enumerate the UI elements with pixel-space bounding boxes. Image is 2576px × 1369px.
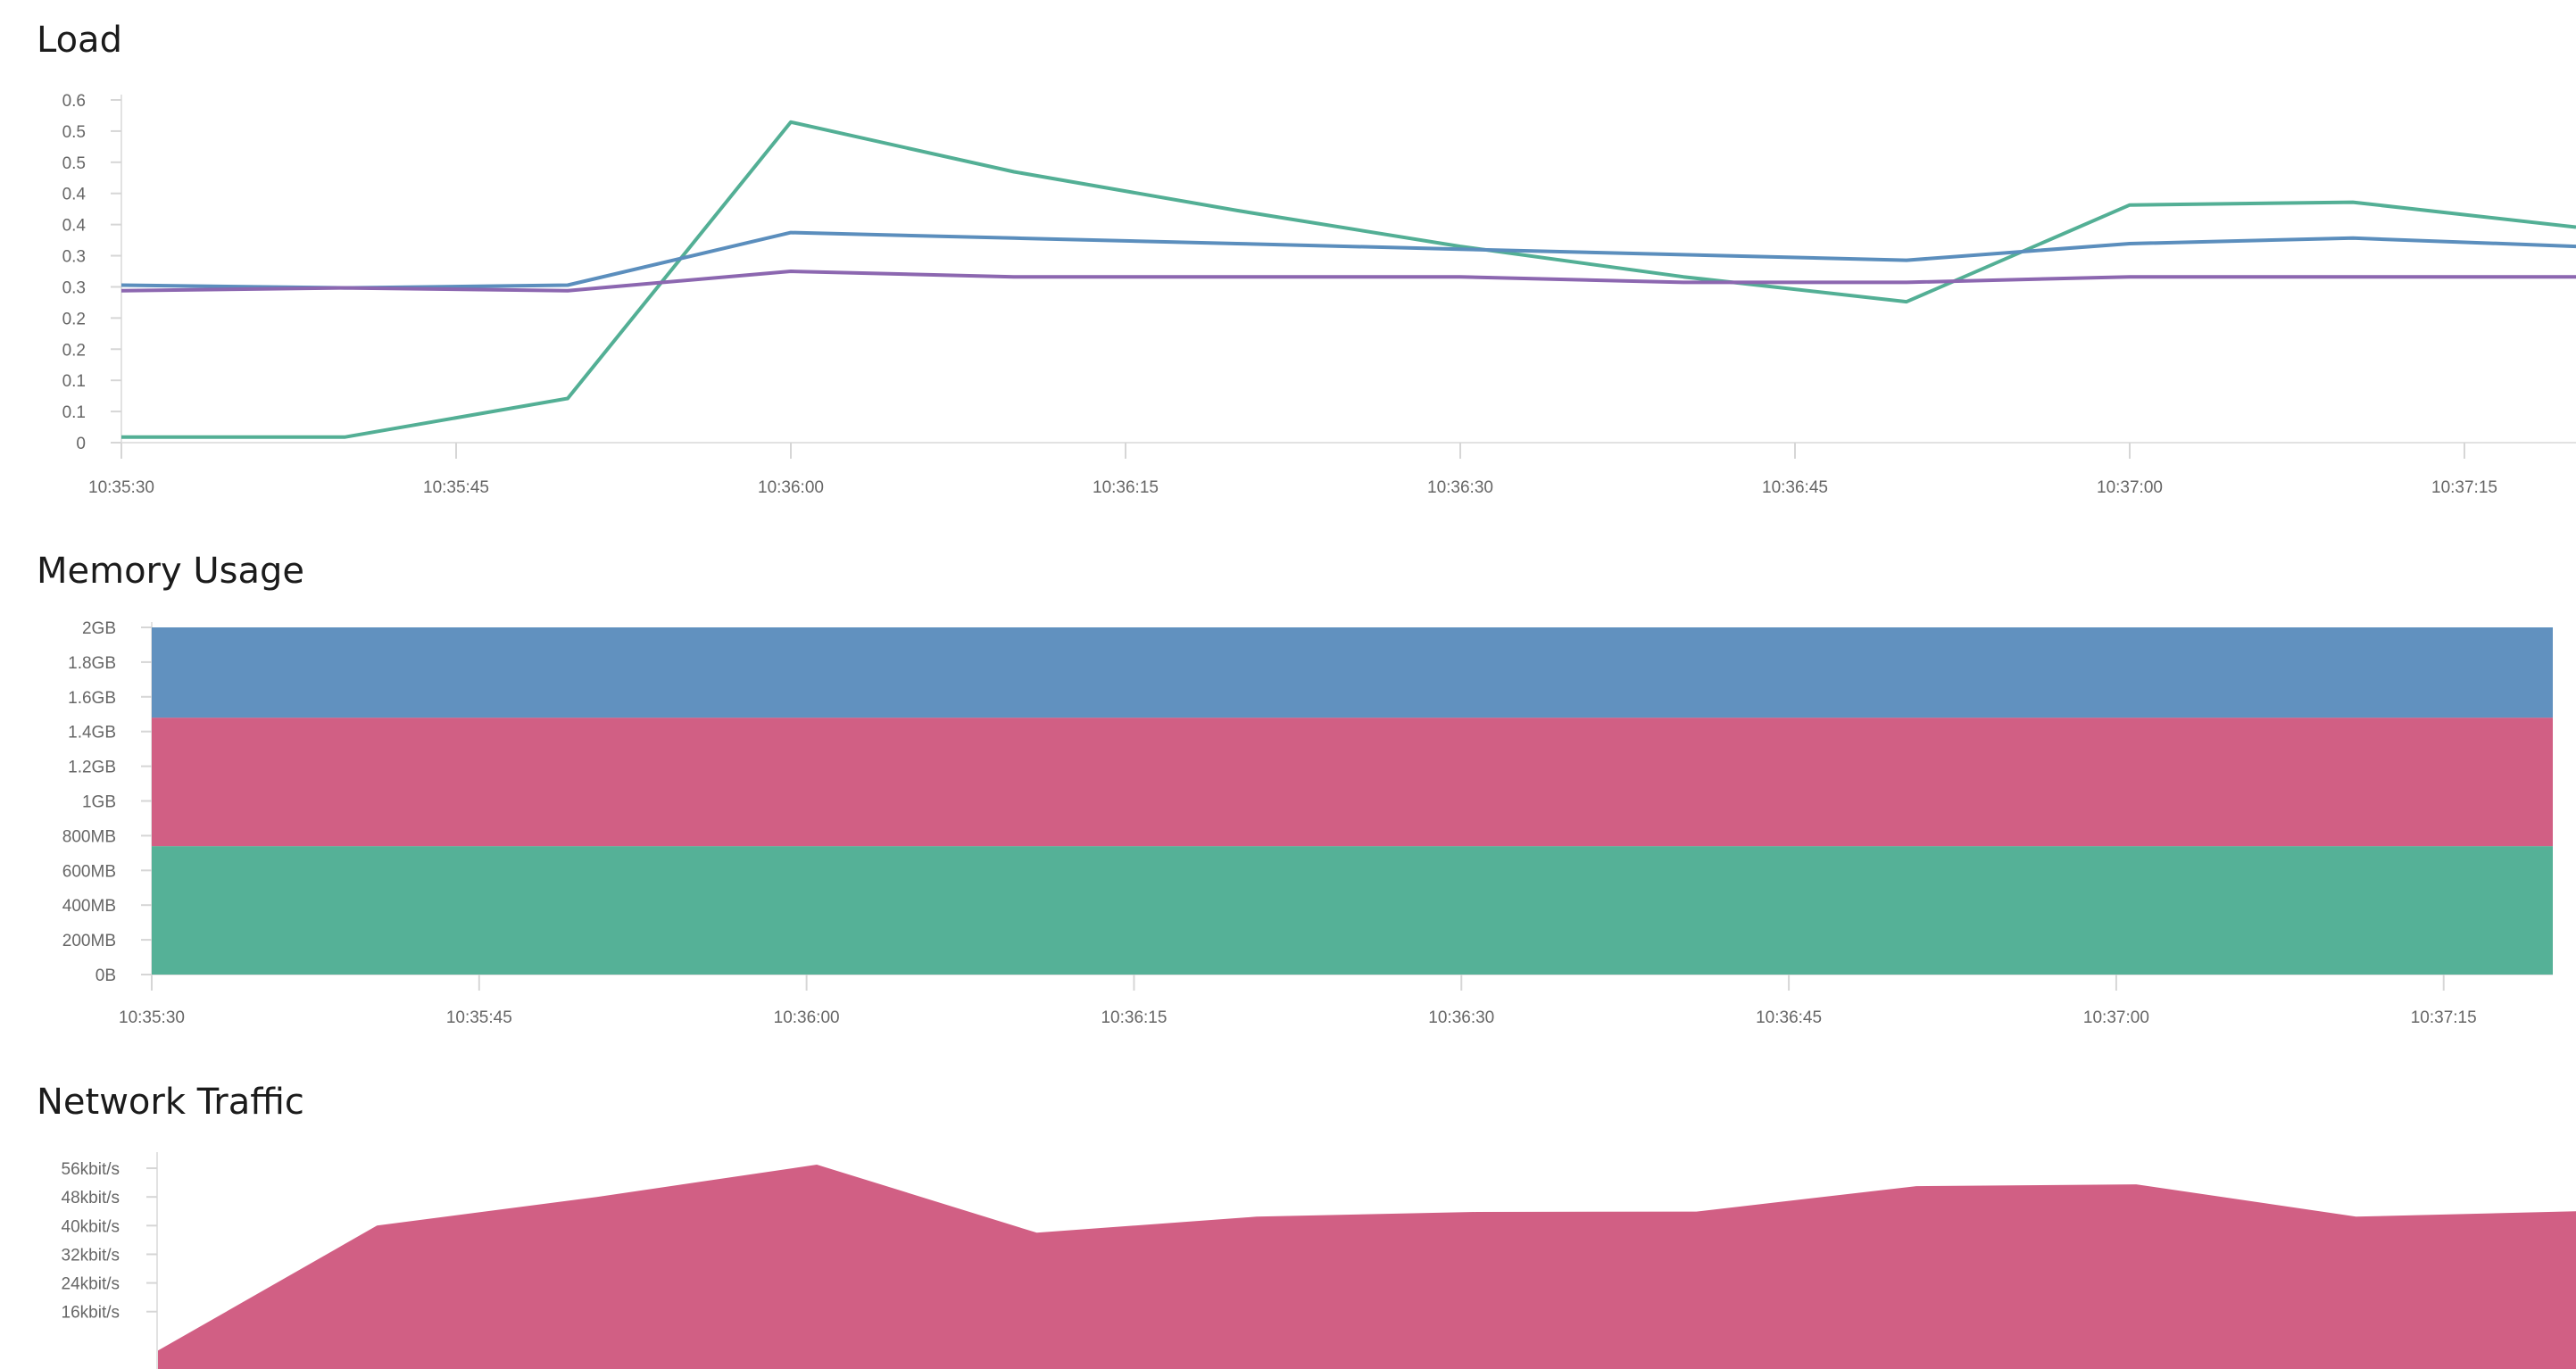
- memory-chart: 0B 200MB 400MB 600MB 800MB 1GB 1.2GB 1.4GB 1.6GB…: [62, 619, 2553, 1027]
- memory-y-tick-label: 2GB: [82, 619, 116, 638]
- memory-y-tick-label: 1.2GB: [68, 759, 116, 777]
- memory-y-tick-label: 400MB: [62, 897, 116, 916]
- load-y-tick-label: 0.6: [62, 92, 86, 111]
- load-panel: Load 0 0.1 0.1 0.2 0.2 0.3 0.3 0.4 0.4 0.5 0.5 0.6 1…: [0, 0, 2576, 518]
- memory-x-tick-label: 10:37:15: [2411, 1008, 2477, 1027]
- load-y-tick-label: 0: [76, 435, 86, 453]
- load-y-tick-label: 0.5: [62, 123, 86, 142]
- memory-y-tick-label: 1.8GB: [68, 654, 116, 673]
- memory-x-tick-label: 10:36:15: [1101, 1008, 1167, 1027]
- network-panel: Network Traffic 16kbit/s 24kbit/s 32kbit/s…: [0, 1058, 2576, 1369]
- memory-y-tick-label: 800MB: [62, 827, 116, 846]
- load-x-tick-label: 10:36:45: [1762, 478, 1828, 497]
- memory-series-area-memBlue: [152, 627, 2553, 718]
- load-x-tick-label: 10:37:00: [2097, 478, 2163, 497]
- memory-x-tick-label: 10:35:45: [446, 1008, 512, 1027]
- load-y-tick-label: 0.4: [62, 186, 87, 204]
- memory-y-tick-label: 1.4GB: [68, 724, 116, 743]
- network-y-tick-label: 32kbit/s: [62, 1246, 120, 1265]
- load-series-line-green: [121, 120, 2576, 439]
- load-x-tick-label: 10:35:45: [423, 478, 489, 497]
- load-y-tick-label: 0.1: [62, 372, 86, 391]
- network-y-tick-label: 24kbit/s: [62, 1275, 120, 1294]
- memory-y-tick-label: 1GB: [82, 793, 116, 812]
- memory-x-tick-label: 10:36:45: [1756, 1008, 1822, 1027]
- network-y-tick-label: 40kbit/s: [62, 1217, 120, 1236]
- load-y-tick-label: 0.2: [62, 341, 86, 360]
- load-x-tick-label: 10:37:15: [2431, 478, 2497, 497]
- load-x-tick-label: 10:36:15: [1093, 478, 1159, 497]
- memory-x-tick-label: 10:36:30: [1428, 1008, 1494, 1027]
- load-chart: 0 0.1 0.1 0.2 0.2 0.3 0.3 0.4 0.4 0.5 0.5 0.6 10:35:…: [62, 92, 2576, 497]
- load-series-line-purple: [120, 270, 2576, 293]
- load-y-tick-label: 0.3: [62, 248, 86, 267]
- memory-panel: Memory Usage 0B 200MB 400MB 600MB 800MB 1GB 1.…: [0, 527, 2576, 1053]
- load-y-tick-label: 0.2: [62, 310, 86, 328]
- memory-y-tick-label: 1.6GB: [68, 689, 116, 708]
- memory-series-area-memPink: [152, 718, 2553, 847]
- load-title: Load: [37, 20, 122, 61]
- network-title: Network Traffic: [37, 1082, 304, 1123]
- network-y-tick-label: 48kbit/s: [62, 1189, 120, 1207]
- load-y-tick-label: 0.1: [62, 403, 86, 422]
- load-y-tick-label: 0.5: [62, 154, 86, 173]
- load-y-tick-label: 0.4: [62, 217, 87, 236]
- memory-series-area-memGreen: [152, 846, 2553, 975]
- network-y-tick-label: 16kbit/s: [62, 1304, 120, 1323]
- memory-x-tick-label: 10:35:30: [119, 1008, 185, 1027]
- load-y-tick-label: 0.3: [62, 278, 86, 297]
- load-series-line-blue: [120, 230, 2576, 290]
- memory-x-tick-label: 10:37:00: [2083, 1008, 2149, 1027]
- network-series-area: [157, 1165, 2576, 1369]
- load-x-tick-label: 10:35:30: [88, 478, 154, 497]
- memory-y-tick-label: 200MB: [62, 932, 116, 950]
- memory-x-tick-label: 10:36:00: [774, 1008, 840, 1027]
- network-chart: 16kbit/s 24kbit/s 32kbit/s 40kbit/s 48kbit/s…: [62, 1152, 2576, 1369]
- memory-title: Memory Usage: [37, 551, 305, 592]
- network-y-tick-label: 56kbit/s: [62, 1160, 120, 1179]
- load-x-tick-label: 10:36:00: [758, 478, 824, 497]
- memory-y-tick-label: 0B: [96, 967, 116, 985]
- load-x-tick-label: 10:36:30: [1427, 478, 1493, 497]
- memory-y-tick-label: 600MB: [62, 862, 116, 881]
